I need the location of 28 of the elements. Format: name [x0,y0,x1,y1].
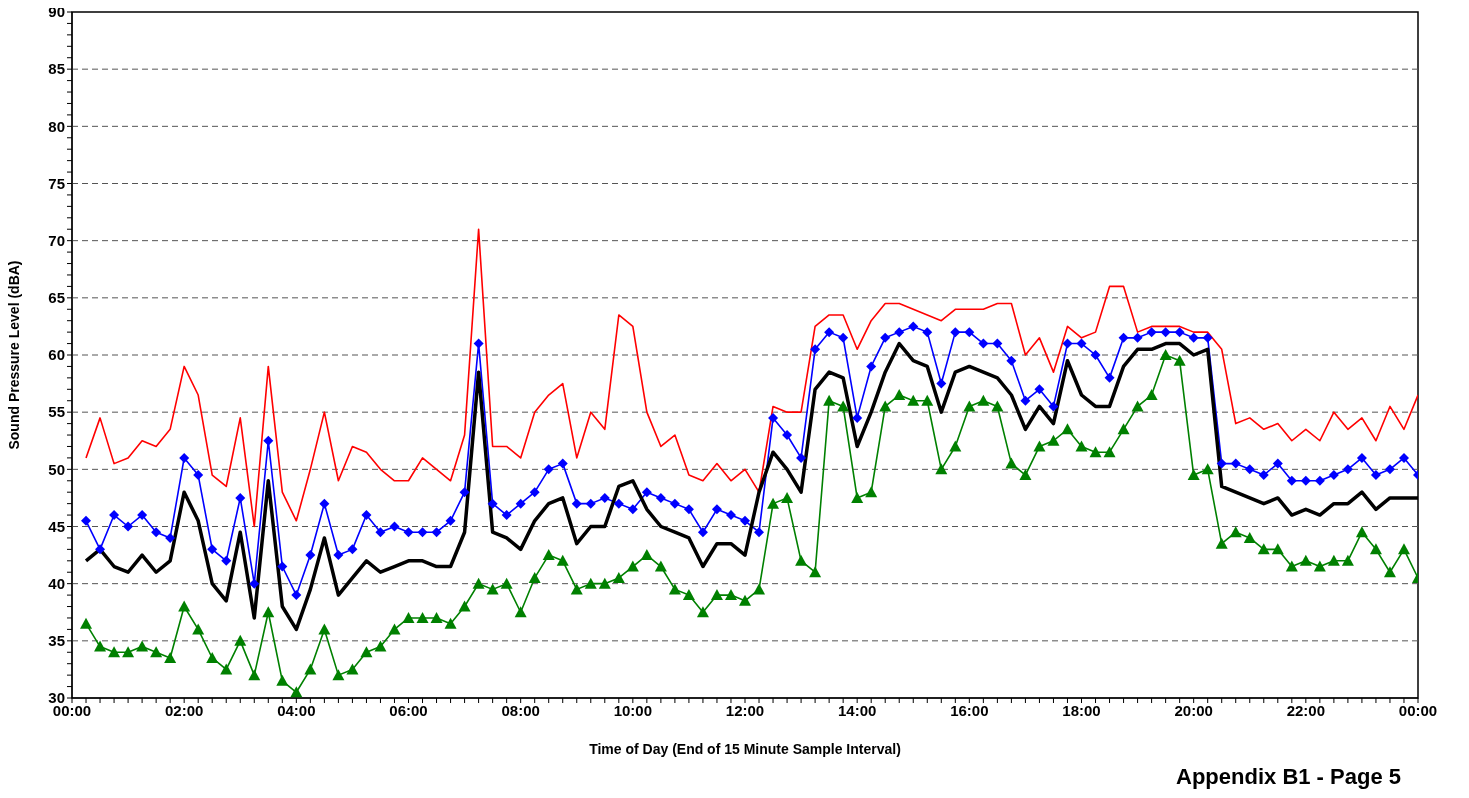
x-tick-label: 20:00 [1174,701,1213,719]
x-tick-label: 10:00 [613,701,653,719]
x-tick-label: 22:00 [1286,701,1326,719]
y-tick-label: 65 [48,289,65,307]
x-tick-label: 02:00 [164,701,204,719]
y-tick-label: 85 [48,60,65,78]
x-axis-title: Time of Day (End of 15 Minute Sample Interval) [589,741,901,757]
y-tick-label: 45 [48,517,65,535]
y-tick-label: 75 [48,174,65,192]
y-tick-label: 50 [48,460,65,478]
x-tick-label: 16:00 [950,701,989,719]
x-tick-label: 04:00 [277,701,316,719]
x-tick-label: 00:00 [1398,701,1438,719]
y-tick-label: 30 [48,689,65,707]
line-series [85,228,1418,528]
x-tick-label: 08:00 [501,701,540,719]
y-tick-label: 55 [48,403,65,421]
x-tick-label: 18:00 [1062,701,1101,719]
y-tick-label: 70 [48,231,65,249]
x-tick-label: 12:00 [725,701,765,719]
text: Appendix B1 - Page 5 [1176,764,1401,790]
y-tick-label: 35 [48,632,65,650]
x-tick-label: 14:00 [837,701,877,719]
x-tick-label: 06:00 [389,701,428,719]
y-tick-label: 80 [48,117,65,135]
y-tick-label: 40 [48,574,65,592]
y-tick-label: 60 [48,346,65,364]
y-axis-title: Sound Pressure Level (dBA) [5,260,22,450]
